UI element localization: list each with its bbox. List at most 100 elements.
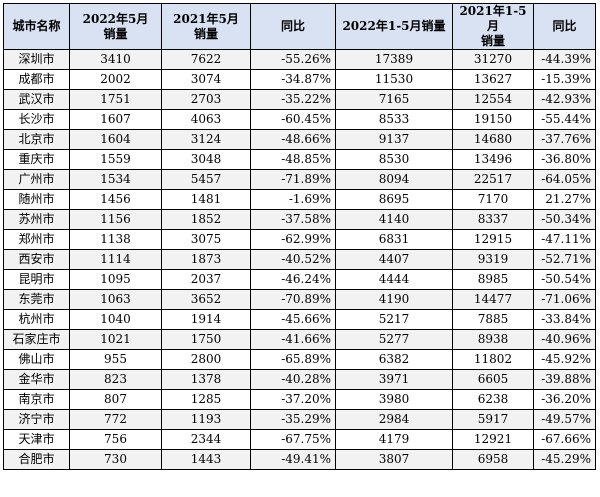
- yoy-ytd-cell: -33.84%: [533, 309, 596, 330]
- jan-may-2021-cell: 14477: [452, 289, 534, 310]
- may-2021-cell: 3124: [161, 129, 251, 150]
- may-2021-cell: 1914: [161, 309, 251, 330]
- city-cell: 天津市: [3, 429, 70, 450]
- yoy-may-cell: -46.24%: [250, 269, 336, 290]
- yoy-ytd-cell: -42.93%: [533, 89, 596, 110]
- jan-may-2022-cell: 5217: [335, 309, 453, 330]
- table-row: 成都市 2002 3074 -34.87% 11530 13627 -15.39%: [3, 69, 596, 90]
- may-2022-cell: 1040: [69, 309, 162, 330]
- table-row: 天津市 756 2344 -67.75% 4179 12921 -67.66%: [3, 429, 596, 450]
- table-row: 石家庄市 1021 1750 -41.66% 5277 8938 -40.96%: [3, 329, 596, 350]
- jan-may-2021-cell: 19150: [452, 109, 534, 130]
- yoy-ytd-cell: -49.57%: [533, 409, 596, 430]
- may-2022-cell: 756: [69, 429, 162, 450]
- table-row: 东莞市 1063 3652 -70.89% 4190 14477 -71.06%: [3, 289, 596, 310]
- header-yoy-may: 同比: [250, 3, 336, 50]
- may-2022-cell: 1456: [69, 189, 162, 210]
- jan-may-2021-cell: 12921: [452, 429, 534, 450]
- jan-may-2022-cell: 4140: [335, 209, 453, 230]
- jan-may-2021-cell: 5917: [452, 409, 534, 430]
- may-2021-cell: 2344: [161, 429, 251, 450]
- yoy-ytd-cell: -15.39%: [533, 69, 596, 90]
- yoy-may-cell: -40.28%: [250, 369, 336, 390]
- table-row: 长沙市 1607 4063 -60.45% 8533 19150 -55.44%: [3, 109, 596, 130]
- city-cell: 金华市: [3, 369, 70, 390]
- yoy-ytd-cell: -44.39%: [533, 49, 596, 70]
- jan-may-2022-cell: 5277: [335, 329, 453, 350]
- may-2021-cell: 3075: [161, 229, 251, 250]
- yoy-ytd-cell: -67.66%: [533, 429, 596, 450]
- may-2021-cell: 2800: [161, 349, 251, 370]
- jan-may-2022-cell: 4190: [335, 289, 453, 310]
- yoy-may-cell: -40.52%: [250, 249, 336, 270]
- may-2022-cell: 807: [69, 389, 162, 410]
- header-city: 城市名称: [3, 3, 70, 50]
- sales-table-container: 城市名称 2022年5月 销量 2021年5月 销量 同比 2022年1-5月销…: [3, 3, 596, 470]
- jan-may-2021-cell: 7885: [452, 309, 534, 330]
- may-2022-cell: 1156: [69, 209, 162, 230]
- yoy-may-cell: -1.69%: [250, 189, 336, 210]
- table-row: 广州市 1534 5457 -71.89% 8094 22517 -64.05%: [3, 169, 596, 190]
- yoy-may-cell: -34.87%: [250, 69, 336, 90]
- jan-may-2021-cell: 7170: [452, 189, 534, 210]
- table-row: 金华市 823 1378 -40.28% 3971 6605 -39.88%: [3, 369, 596, 390]
- may-2021-cell: 3652: [161, 289, 251, 310]
- may-2021-cell: 1481: [161, 189, 251, 210]
- jan-may-2022-cell: 11530: [335, 69, 453, 90]
- yoy-may-cell: -35.22%: [250, 89, 336, 110]
- jan-may-2022-cell: 8695: [335, 189, 453, 210]
- table-body: 深圳市 3410 7622 -55.26% 17389 31270 -44.39% 成都市 20…: [3, 49, 596, 470]
- jan-may-2022-cell: 2984: [335, 409, 453, 430]
- yoy-ytd-cell: -47.11%: [533, 229, 596, 250]
- may-2022-cell: 3410: [69, 49, 162, 70]
- table-row: 郑州市 1138 3075 -62.99% 6831 12915 -47.11%: [3, 229, 596, 250]
- city-cell: 南京市: [3, 389, 70, 410]
- table-row: 杭州市 1040 1914 -45.66% 5217 7885 -33.84%: [3, 309, 596, 330]
- yoy-may-cell: -60.45%: [250, 109, 336, 130]
- city-cell: 昆明市: [3, 269, 70, 290]
- yoy-may-cell: -37.58%: [250, 209, 336, 230]
- city-cell: 重庆市: [3, 149, 70, 170]
- jan-may-2021-cell: 22517: [452, 169, 534, 190]
- table-row: 西安市 1114 1873 -40.52% 4407 9319 -52.71%: [3, 249, 596, 270]
- jan-may-2021-cell: 13496: [452, 149, 534, 170]
- yoy-ytd-cell: -40.96%: [533, 329, 596, 350]
- may-2021-cell: 2703: [161, 89, 251, 110]
- table-row: 苏州市 1156 1852 -37.58% 4140 8337 -50.34%: [3, 209, 596, 230]
- city-cell: 深圳市: [3, 49, 70, 70]
- jan-may-2022-cell: 4444: [335, 269, 453, 290]
- may-2022-cell: 2002: [69, 69, 162, 90]
- jan-may-2022-cell: 7165: [335, 89, 453, 110]
- jan-may-2021-cell: 6605: [452, 369, 534, 390]
- jan-may-2022-cell: 3980: [335, 389, 453, 410]
- city-cell: 济宁市: [3, 409, 70, 430]
- jan-may-2021-cell: 12915: [452, 229, 534, 250]
- city-cell: 合肥市: [3, 449, 70, 470]
- may-2021-cell: 2037: [161, 269, 251, 290]
- yoy-ytd-cell: -50.54%: [533, 269, 596, 290]
- may-2022-cell: 730: [69, 449, 162, 470]
- may-2021-cell: 7622: [161, 49, 251, 70]
- yoy-may-cell: -55.26%: [250, 49, 336, 70]
- may-2022-cell: 1114: [69, 249, 162, 270]
- city-cell: 成都市: [3, 69, 70, 90]
- may-2022-cell: 1604: [69, 129, 162, 150]
- jan-may-2021-cell: 11802: [452, 349, 534, 370]
- header-jan-may-2022: 2022年1-5月销量: [335, 3, 453, 50]
- yoy-ytd-cell: -52.71%: [533, 249, 596, 270]
- city-sales-table: 城市名称 2022年5月 销量 2021年5月 销量 同比 2022年1-5月销…: [3, 3, 596, 470]
- jan-may-2022-cell: 8533: [335, 109, 453, 130]
- jan-may-2021-cell: 8985: [452, 269, 534, 290]
- city-cell: 长沙市: [3, 109, 70, 130]
- jan-may-2021-cell: 6238: [452, 389, 534, 410]
- may-2022-cell: 1559: [69, 149, 162, 170]
- yoy-may-cell: -70.89%: [250, 289, 336, 310]
- jan-may-2022-cell: 4179: [335, 429, 453, 450]
- yoy-may-cell: -62.99%: [250, 229, 336, 250]
- header-yoy-ytd: 同比: [533, 3, 596, 50]
- may-2022-cell: 1751: [69, 89, 162, 110]
- city-cell: 苏州市: [3, 209, 70, 230]
- jan-may-2022-cell: 8094: [335, 169, 453, 190]
- yoy-may-cell: -67.75%: [250, 429, 336, 450]
- yoy-ytd-cell: -71.06%: [533, 289, 596, 310]
